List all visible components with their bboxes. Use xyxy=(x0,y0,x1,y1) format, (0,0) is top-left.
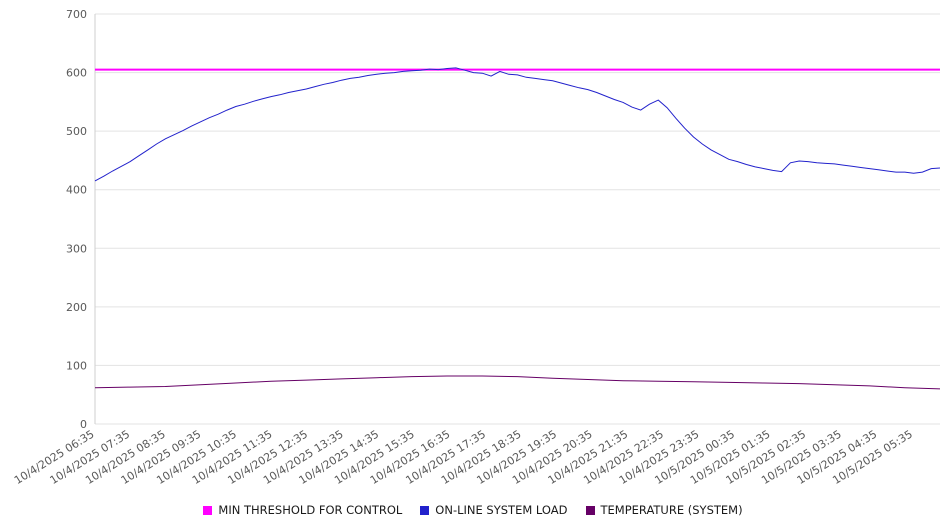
y-tick-label: 300 xyxy=(66,242,87,255)
legend-label: ON-LINE SYSTEM LOAD xyxy=(435,503,568,517)
legend-swatch-icon xyxy=(585,505,595,515)
legend: MIN THRESHOLD FOR CONTROL ON-LINE SYSTEM … xyxy=(0,494,946,526)
legend-item: ON-LINE SYSTEM LOAD xyxy=(420,503,568,517)
y-tick-label: 700 xyxy=(66,8,87,21)
legend-label: TEMPERATURE (SYSTEM) xyxy=(600,503,743,517)
legend-swatch-icon xyxy=(203,505,213,515)
legend-swatch-icon xyxy=(420,505,430,515)
series-line xyxy=(94,375,941,390)
y-tick-label: 200 xyxy=(66,301,87,314)
y-tick-label: 600 xyxy=(66,67,87,80)
y-tick-label: 0 xyxy=(80,418,87,431)
y-tick-label: 100 xyxy=(66,359,87,372)
legend-label: MIN THRESHOLD FOR CONTROL xyxy=(218,503,403,517)
series-line xyxy=(94,67,941,182)
legend-item: TEMPERATURE (SYSTEM) xyxy=(585,503,743,517)
y-tick-label: 400 xyxy=(66,184,87,197)
y-tick-label: 500 xyxy=(66,125,87,138)
legend-item: MIN THRESHOLD FOR CONTROL xyxy=(203,503,402,517)
